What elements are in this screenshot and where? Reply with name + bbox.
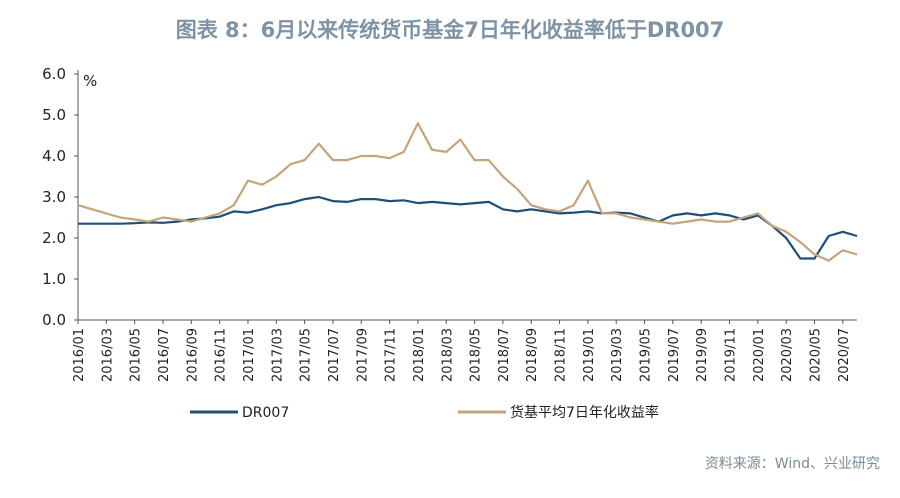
x-tick-label: 2019/01 [582,328,597,382]
x-tick-label: 2016/05 [129,328,144,382]
x-tick-label: 2018/01 [412,328,427,382]
x-tick-label: 2019/03 [610,328,625,382]
x-tick-label: 2016/11 [214,328,229,382]
x-tick-label: 2017/01 [242,328,257,382]
x-tick-label: 2019/07 [667,328,682,382]
x-tick-label: 2020/01 [752,328,767,382]
y-tick-label: 1.0 [42,270,66,288]
y-tick-label: 2.0 [42,229,66,247]
x-tick-label: 2020/07 [837,328,852,382]
x-tick-label: 2017/09 [355,328,370,382]
x-tick-label: 2019/05 [639,328,654,382]
x-tick-label: 2018/07 [497,328,512,382]
x-tick-label: 2019/09 [695,328,710,382]
x-tick-label: 2019/11 [724,328,739,382]
x-tick-label: 2017/03 [270,328,285,382]
y-unit-label: % [83,72,97,90]
x-tick-label: 2017/05 [299,328,314,382]
y-tick-label: 6.0 [42,65,66,83]
series-line-dr007 [78,195,858,260]
y-tick-label: 4.0 [42,147,66,165]
legend-label: 货基平均7日年化收益率 [510,404,659,421]
x-tick-label: 2018/09 [525,328,540,382]
y-tick-label: 0.0 [42,311,66,329]
x-tick-label: 2018/03 [440,328,455,382]
x-tick-label: 2020/05 [809,328,824,382]
y-tick-label: 5.0 [42,106,66,124]
x-tick-label: 2016/01 [72,328,87,382]
y-tick-label: 3.0 [42,188,66,206]
x-tick-label: 2020/03 [780,328,795,382]
x-tick-label: 2017/07 [327,328,342,382]
x-tick-label: 2016/03 [100,328,115,382]
source-note: 资料来源：Wind、兴业研究 [704,456,880,472]
x-tick-label: 2016/07 [157,328,172,382]
x-tick-label: 2018/05 [469,328,484,382]
chart-title: 图表 8：6月以来传统货币基金7日年化收益率低于DR007 [175,18,725,42]
legend-label: DR007 [242,405,289,421]
series-line-money-fund-yield [77,122,858,262]
x-tick-label: 2018/11 [554,328,569,382]
x-tick-label: 2016/09 [185,328,200,382]
x-tick-label: 2017/11 [384,328,399,382]
